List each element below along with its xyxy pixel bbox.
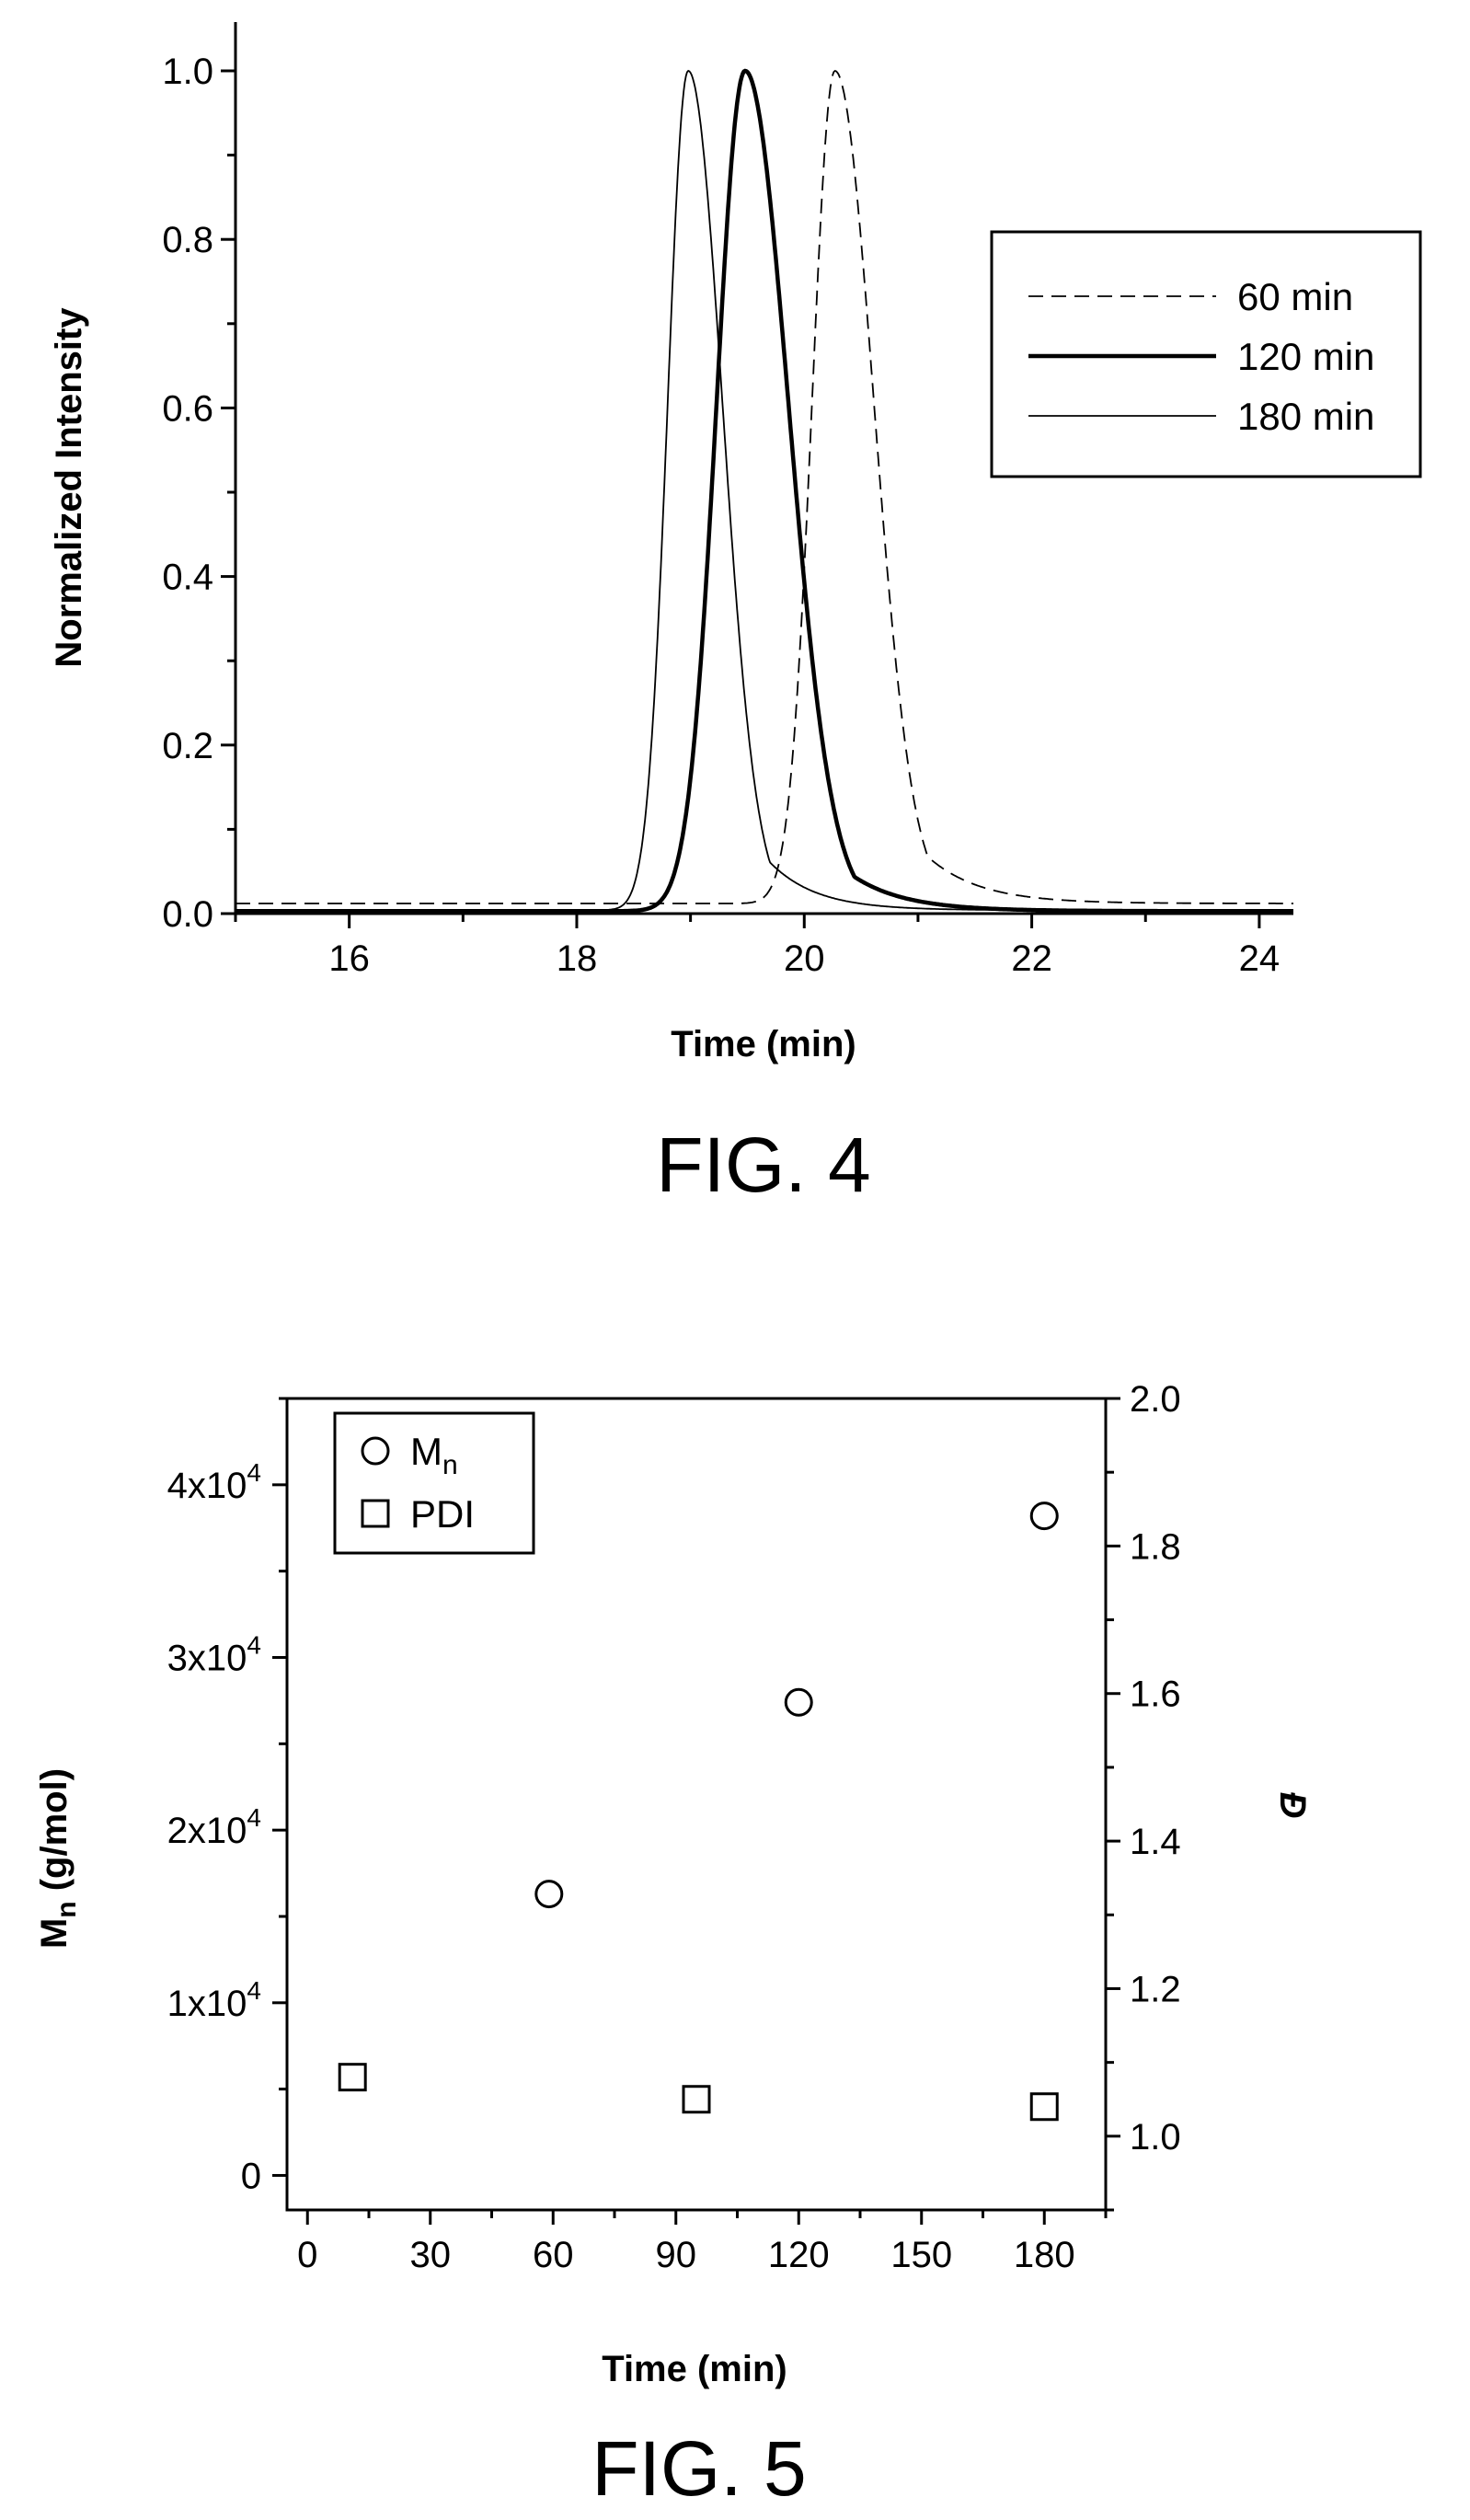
fig4-y-tick-label: 0.0 bbox=[162, 894, 213, 935]
fig5-y-tick-label: 3x104 bbox=[167, 1630, 261, 1678]
fig4-legend-label-1: 120 min bbox=[1237, 335, 1374, 378]
fig5-y2-tick-label: 1.6 bbox=[1130, 1674, 1181, 1715]
fig4-legend: 60 min 120 min 180 min bbox=[990, 230, 1422, 478]
fig5-y-axis-title-main: M bbox=[34, 1918, 75, 1949]
fig5-y2-tick-label: 1.8 bbox=[1130, 1526, 1181, 1567]
fig4-x-tick-label: 18 bbox=[557, 938, 598, 979]
fig5-x-axis-title: Time (min) bbox=[602, 2349, 787, 2389]
fig5-y-tick-label-base: 1x10 bbox=[167, 1984, 247, 2024]
fig5-x-tick-label: 0 bbox=[297, 2235, 317, 2275]
fig4-axes: 0.0 0.2 0.4 0.6 0.8 1.0 16 18 20 22 24 bbox=[162, 22, 1293, 979]
fig5-point-mn bbox=[534, 1880, 564, 1909]
fig5-x-tick-label: 60 bbox=[533, 2235, 574, 2275]
fig5-legend-marker-circle bbox=[361, 1436, 390, 1466]
fig4-x-tick-label: 22 bbox=[1011, 938, 1052, 979]
fig5-y-tick-label: 4x104 bbox=[167, 1458, 261, 1506]
fig5-y-tick-label-base: 4x10 bbox=[167, 1466, 247, 1506]
fig5-x-tick-label: 150 bbox=[890, 2235, 952, 2275]
fig5-y-tick-label: 2x104 bbox=[167, 1803, 261, 1851]
fig4-series-line-1 bbox=[235, 68, 1293, 914]
fig5-y2-tick-label: 1.4 bbox=[1130, 1822, 1181, 1862]
fig5-legend-label-main: PDI bbox=[410, 1492, 475, 1536]
fig5-point-pdi bbox=[338, 2063, 367, 2092]
fig5-x-tick-label: 180 bbox=[1014, 2235, 1075, 2275]
fig5-point-pdi bbox=[1029, 2092, 1059, 2122]
fig5-y-axis-title-rest: (g/mol) bbox=[34, 1768, 75, 1901]
fig5-legend-label-1: PDI bbox=[410, 1492, 475, 1536]
fig5-legend-label-sub: n bbox=[442, 1450, 458, 1480]
fig4-y-tick-label: 0.8 bbox=[162, 220, 213, 260]
fig5-x-tick-label: 30 bbox=[410, 2235, 452, 2275]
fig5-y-axis-title-sub: n bbox=[52, 1901, 82, 1917]
fig5-y-axis-title: Mn (g/mol) bbox=[34, 1768, 82, 1949]
fig5-legend-marker-square bbox=[361, 1499, 390, 1528]
fig4-x-tick-label: 24 bbox=[1239, 938, 1281, 979]
fig5-y-tick-label-base: 2x10 bbox=[167, 1811, 247, 1851]
fig5-x-tick-label: 90 bbox=[656, 2235, 697, 2275]
fig4-x-tick-label: 16 bbox=[328, 938, 370, 979]
fig5-y-tick-label-exp: 4 bbox=[247, 1803, 261, 1832]
fig5-legend-label-0: Mn bbox=[410, 1430, 458, 1480]
fig5-y2-tick-label: 1.0 bbox=[1130, 2117, 1181, 2158]
fig5-plot-frame bbox=[285, 1397, 1108, 2212]
fig5-y-tick-label: 1x104 bbox=[167, 1976, 261, 2024]
fig4-y-tick-label: 0.4 bbox=[162, 558, 213, 598]
fig5-legend-box bbox=[333, 1411, 535, 1555]
fig5-chart: 01x1042x1043x1044x1041.01.21.41.61.82.00… bbox=[34, 1379, 1313, 2512]
fig5-legend-label-main: M bbox=[410, 1430, 442, 1473]
fig5-y-tick-label: 0 bbox=[241, 2156, 261, 2196]
fig4-legend-label-0: 60 min bbox=[1237, 275, 1353, 318]
fig4-chart: 0.00.20.40.60.81.016 18 20 22 24 Time (min) … bbox=[49, 22, 1422, 1208]
fig4-series-line-0 bbox=[235, 69, 1293, 904]
fig5-plot-area bbox=[338, 1502, 1059, 2122]
fig5-point-mn bbox=[1029, 1502, 1059, 1531]
fig4-plot-area bbox=[235, 68, 1293, 914]
fig4-figure-label: FIG. 4 bbox=[656, 1122, 870, 1208]
fig5-figure-label: FIG. 5 bbox=[591, 2425, 806, 2512]
fig4-y-tick-label: 1.0 bbox=[162, 52, 213, 92]
fig5-y2-tick-label: 1.2 bbox=[1130, 1969, 1181, 2009]
fig5-point-mn bbox=[784, 1687, 813, 1717]
fig4-series-line-2 bbox=[235, 69, 1293, 912]
fig5-axes: 01x1042x1043x1044x1041.01.21.41.61.82.00… bbox=[167, 1379, 1181, 2275]
fig4-x-axis-title: Time (min) bbox=[671, 1024, 856, 1064]
fig5-legend: Mn PDI bbox=[333, 1411, 535, 1555]
fig5-y2-tick-label: 2.0 bbox=[1130, 1379, 1181, 1420]
fig4-y-axis-title: Normalized Intensity bbox=[49, 307, 89, 668]
fig5-point-pdi bbox=[682, 2085, 711, 2114]
fig4-y-tick-label: 0.2 bbox=[162, 726, 213, 766]
fig5-y-tick-label-exp: 4 bbox=[247, 1976, 261, 2005]
fig5-x-tick-label: 120 bbox=[768, 2235, 830, 2275]
fig4-y-tick-label: 0.6 bbox=[162, 388, 213, 429]
fig4-legend-label-2: 180 min bbox=[1237, 395, 1374, 438]
fig5-y-tick-label-base: 3x10 bbox=[167, 1638, 247, 1678]
fig5-y-tick-label-exp: 4 bbox=[247, 1458, 261, 1487]
fig5-y-tick-label-exp: 4 bbox=[247, 1630, 261, 1659]
fig4-x-tick-label: 20 bbox=[784, 938, 825, 979]
fig5-y-tick-label-base: 0 bbox=[241, 2156, 261, 2196]
fig5-y2-axis-title: Đ bbox=[1272, 1792, 1313, 1819]
